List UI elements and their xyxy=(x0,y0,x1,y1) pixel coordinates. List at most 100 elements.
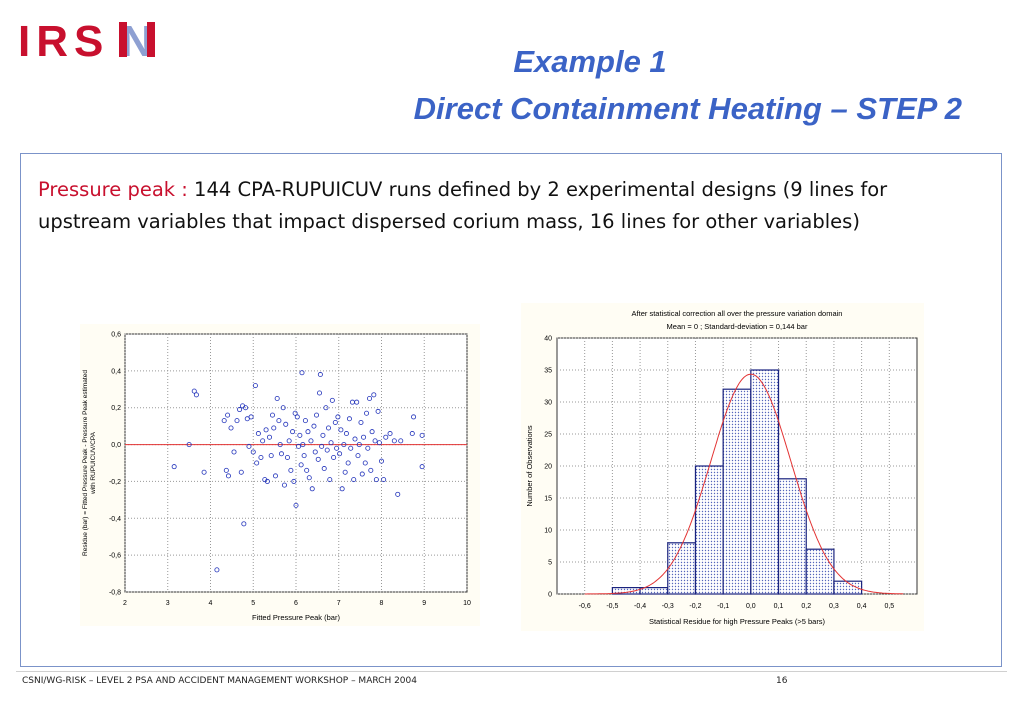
slide-title-line2: Direct Containment Heating – STEP 2 xyxy=(413,91,962,126)
y-tick-label: 0,4 xyxy=(111,368,121,375)
scatter-point xyxy=(317,372,323,378)
scatter-point xyxy=(288,467,294,473)
y-tick-label: 0,2 xyxy=(111,405,121,412)
x-axis-label: Statistical Residue for high Pressure Pe… xyxy=(649,617,826,626)
scatter-point xyxy=(304,467,310,473)
scatter-point xyxy=(332,419,338,425)
scatter-point xyxy=(300,442,306,448)
residue-scatter-chart: 2 3 4 5 6 7 8 9 10 0,6 0,4 0,2 0,0 -0,2 -0,4 -0,6 -0,8 Fi… xyxy=(80,324,480,626)
histogram-bar xyxy=(833,580,863,595)
scatter-point xyxy=(260,438,266,444)
scatter-point xyxy=(309,486,315,492)
y-tick-label: 20 xyxy=(544,464,552,471)
scatter-point xyxy=(358,419,364,425)
scatter-point xyxy=(411,414,417,420)
scatter-point xyxy=(342,469,348,475)
scatter-point xyxy=(225,412,231,418)
scatter-point xyxy=(331,454,337,460)
scatter-point xyxy=(241,521,247,527)
scatter-point xyxy=(354,399,360,405)
y-tick-label: 40 xyxy=(544,336,552,343)
y-axis-label: Residue (bar) = Fitted Pressure Peak - P… xyxy=(82,370,97,556)
scatter-point xyxy=(193,392,199,398)
intro-text: 144 CPA-RUPUICUV runs defined by 2 exper… xyxy=(38,178,888,233)
scatter-point xyxy=(308,438,314,444)
scatter-point xyxy=(306,475,312,481)
scatter-point xyxy=(258,454,264,460)
x-tick-label: 0,0 xyxy=(746,603,756,610)
x-tick-label: 9 xyxy=(422,600,426,607)
scatter-point xyxy=(301,453,307,459)
scatter-point xyxy=(376,440,382,446)
scatter-point xyxy=(362,460,368,466)
scatter-point xyxy=(272,473,278,479)
scatter-point xyxy=(255,431,261,437)
scatter-point xyxy=(290,429,296,435)
scatter-point xyxy=(325,425,331,431)
scatter-point xyxy=(228,425,234,431)
scatter-point xyxy=(274,396,280,402)
scatter-point xyxy=(281,482,287,488)
y-axis-label: Number of Observations xyxy=(525,425,534,507)
footer-page-number: 16 xyxy=(776,676,788,686)
x-tick-label: 0,1 xyxy=(774,603,784,610)
scatter-point xyxy=(321,466,327,472)
scatter-point xyxy=(345,460,351,466)
intro-paragraph: Pressure peak : 144 CPA-RUPUICUV runs de… xyxy=(38,174,968,238)
scatter-point xyxy=(237,407,243,413)
scatter-point xyxy=(276,418,282,424)
x-tick-label: 6 xyxy=(294,600,298,607)
scatter-point xyxy=(319,443,325,449)
x-tick-label: -0,2 xyxy=(689,603,701,610)
x-tick-label: 7 xyxy=(337,600,341,607)
x-tick-label: 5 xyxy=(251,600,255,607)
scatter-point xyxy=(327,477,333,483)
scatter-point xyxy=(419,432,425,438)
scatter-point xyxy=(264,478,270,484)
scatter-point xyxy=(398,438,404,444)
scatter-point xyxy=(359,471,365,477)
scatter-point xyxy=(248,414,254,420)
scatter-point xyxy=(221,418,227,424)
scatter-point xyxy=(355,453,361,459)
x-tick-label: -0,6 xyxy=(579,603,591,610)
scatter-point xyxy=(324,447,330,453)
scatter-point xyxy=(246,443,252,449)
y-tick-label: 30 xyxy=(544,400,552,407)
histogram-bar xyxy=(805,548,835,595)
x-tick-label: -0,3 xyxy=(662,603,674,610)
scatter-point xyxy=(329,397,335,403)
scatter-point xyxy=(341,442,347,448)
scatter-point xyxy=(352,436,358,442)
x-tick-label: -0,5 xyxy=(606,603,618,610)
scatter-point xyxy=(186,442,192,448)
y-tick-label: -0,8 xyxy=(109,590,121,597)
scatter-point xyxy=(214,567,220,573)
scatter-point xyxy=(378,458,384,464)
scatter-point xyxy=(284,454,290,460)
scatter-point xyxy=(277,442,283,448)
pressure-peak-label: Pressure peak : xyxy=(38,178,188,201)
scatter-point xyxy=(305,429,311,435)
scatter-point xyxy=(334,445,340,451)
scatter-point xyxy=(395,491,401,497)
scatter-point xyxy=(266,434,272,440)
scatter-point xyxy=(311,423,317,429)
scatter-point xyxy=(234,418,240,424)
y-tick-label: -0,4 xyxy=(109,516,121,523)
scatter-point xyxy=(372,438,378,444)
scatter-point xyxy=(364,410,370,416)
residue-scatter-svg: 2 3 4 5 6 7 8 9 10 0,6 0,4 0,2 0,0 -0,2 -0,4 -0,6 -0,8 Fi… xyxy=(82,332,471,623)
histogram-bar xyxy=(750,369,780,595)
scatter-point xyxy=(367,396,373,402)
slide-title-line1: Example 1 xyxy=(513,44,667,79)
scatter-point xyxy=(381,477,387,483)
y-tick-label: 35 xyxy=(544,368,552,375)
content-frame xyxy=(20,153,1002,667)
scatter-point xyxy=(171,464,177,470)
residue-histogram-chart: After statistical correction all over th… xyxy=(521,303,924,631)
x-axis-label: Fitted Pressure Peak (bar) xyxy=(252,613,340,622)
scatter-point xyxy=(254,460,260,466)
x-tick-label: -0,4 xyxy=(634,603,646,610)
y-tick-label: -0,2 xyxy=(109,479,121,486)
